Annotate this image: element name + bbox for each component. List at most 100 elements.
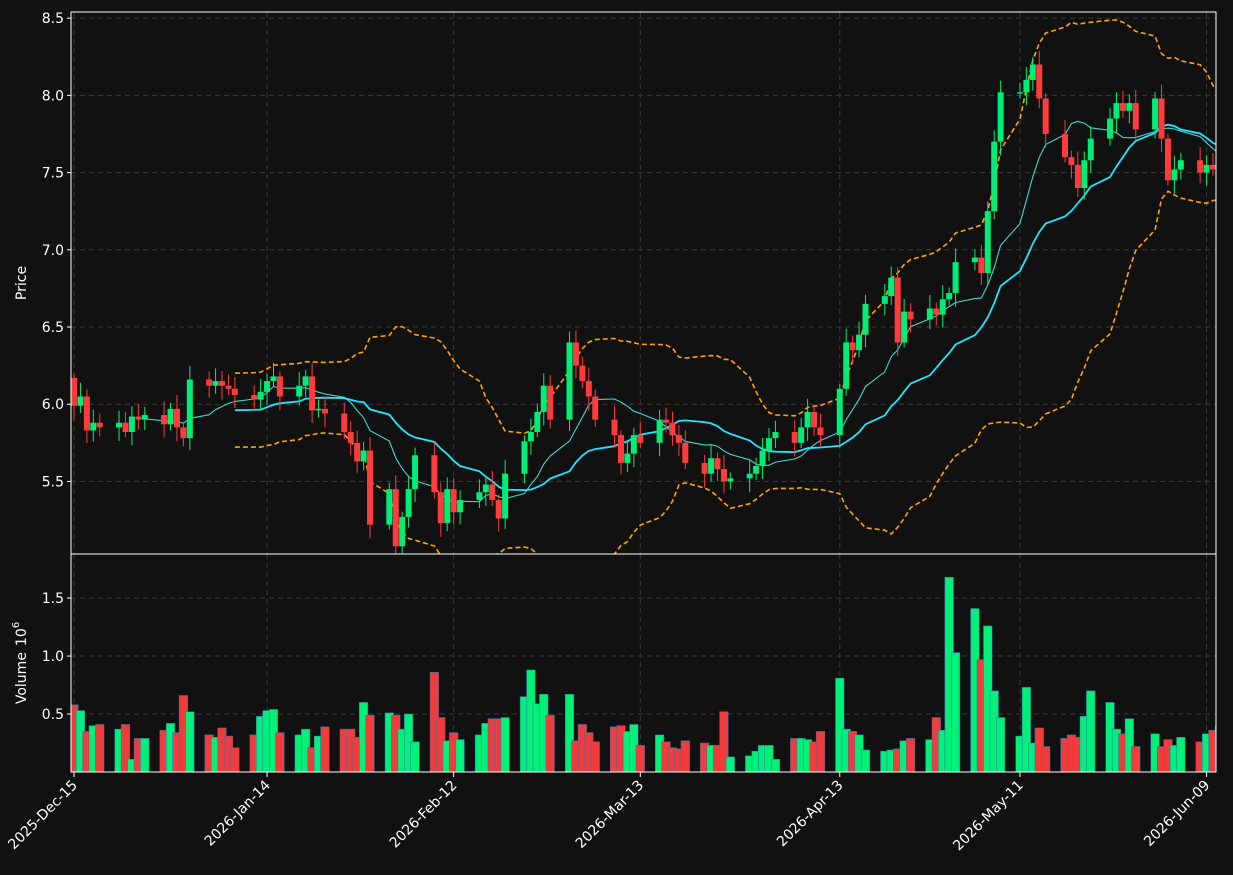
candle-body	[1029, 64, 1036, 80]
candle-body	[367, 450, 374, 525]
candle-body	[849, 342, 856, 351]
volume-bar	[1086, 690, 1096, 772]
candle-body	[1203, 164, 1210, 173]
candle-body	[270, 376, 277, 382]
candle-body	[1223, 154, 1229, 176]
x-tick-label: 2025-Dec-15	[5, 778, 80, 853]
candle-body	[1216, 154, 1222, 169]
candle-body	[843, 342, 850, 389]
candle-body	[161, 415, 168, 425]
candle-body	[321, 408, 328, 414]
volume-bar	[365, 714, 375, 772]
candle-body	[412, 455, 419, 490]
candle-body	[971, 257, 978, 263]
volume-bar	[120, 724, 131, 772]
candle-body	[708, 458, 715, 474]
price-ytick-label: 8.0	[42, 88, 64, 104]
volume-plot-area	[71, 554, 1216, 772]
candle-body	[682, 442, 689, 463]
candle-body	[173, 408, 180, 428]
candle-body	[457, 499, 464, 513]
candle-body	[302, 376, 309, 386]
candles	[71, 50, 1229, 554]
candle-body	[251, 394, 258, 400]
candle-body	[444, 489, 451, 524]
candle-body	[566, 342, 573, 420]
x-tick-label: 2026-Jan-14	[202, 777, 274, 849]
volume-bar	[564, 694, 575, 772]
price-ytick-label: 7.0	[42, 243, 64, 259]
volume-bar	[320, 726, 330, 772]
volume-bar	[1041, 746, 1051, 772]
candle-body	[212, 381, 219, 386]
moving-average-20-line	[234, 123, 1216, 492]
x-tick-label: 2026-Mar-13	[573, 778, 647, 852]
candle-body	[746, 473, 753, 479]
candle-body	[991, 141, 998, 212]
bollinger-lower-band-line	[234, 190, 1216, 554]
volume-bar	[719, 711, 729, 772]
volume-ytick-label: 1.0	[42, 649, 64, 665]
candle-body	[1023, 79, 1030, 93]
candle-body	[984, 211, 991, 273]
candle-body	[817, 427, 824, 436]
price-ytick-label: 8.5	[42, 11, 64, 27]
candle-body	[791, 432, 798, 443]
candle-body	[952, 262, 959, 294]
candle-body	[1171, 169, 1178, 181]
candle-body	[296, 385, 303, 397]
price-axis-label: Price	[14, 266, 30, 300]
x-tick-label: 2026-May-11	[950, 778, 1027, 855]
candle-body	[431, 455, 438, 493]
volume-panel-frame	[70, 553, 1217, 773]
candle-body	[482, 484, 489, 493]
candle-body	[926, 308, 933, 320]
candle-body	[122, 422, 129, 433]
volume-bar	[951, 652, 961, 772]
volume-bar	[680, 740, 690, 772]
x-tick-label: 2026-Jun-09	[1141, 778, 1213, 850]
price-plot-area	[71, 12, 1216, 554]
candle-body	[257, 391, 264, 400]
candle-body	[862, 303, 869, 335]
volume-bar	[1176, 736, 1186, 772]
candle-body	[572, 342, 579, 366]
candle-body	[264, 381, 271, 392]
volume-ytick-label: 0.5	[42, 707, 64, 723]
candle-body	[90, 422, 97, 431]
candle-body	[611, 419, 618, 436]
candle-body	[946, 293, 953, 300]
candle-body	[77, 396, 84, 406]
candle-body	[894, 277, 901, 343]
candle-body	[219, 381, 226, 386]
candle-body	[96, 422, 103, 428]
candle-body	[489, 484, 496, 500]
volume-bar	[996, 717, 1006, 772]
candle-body	[135, 416, 142, 420]
volume-bar	[1021, 687, 1031, 772]
candle-body	[978, 257, 985, 273]
candle-body	[675, 435, 682, 443]
price-ytick-label: 6.5	[42, 320, 64, 336]
candle-body	[1068, 157, 1075, 165]
candle-body	[765, 438, 772, 451]
candle-body	[527, 432, 534, 442]
candle-body	[798, 427, 805, 443]
candle-body	[881, 296, 888, 304]
candle-body	[495, 499, 502, 519]
x-tick-label: 2026-Apr-13	[774, 778, 847, 851]
candle-body	[540, 385, 547, 412]
candle-body	[630, 435, 637, 454]
candle-body	[933, 308, 940, 315]
volume-bar	[725, 756, 735, 772]
x-axis: 2025-Dec-15 2026-Jan-14 2026-Feb-12 2026-Ma…	[5, 772, 1213, 854]
candle-body	[1087, 138, 1094, 161]
volume-axis-exponent-base: 10	[14, 628, 30, 646]
volume-bar	[185, 711, 195, 772]
candle-body	[1061, 133, 1068, 158]
bollinger-upper-band-line	[234, 19, 1216, 435]
candle-body	[167, 408, 174, 425]
volume-bar	[140, 738, 150, 772]
volume-bar	[770, 758, 780, 772]
